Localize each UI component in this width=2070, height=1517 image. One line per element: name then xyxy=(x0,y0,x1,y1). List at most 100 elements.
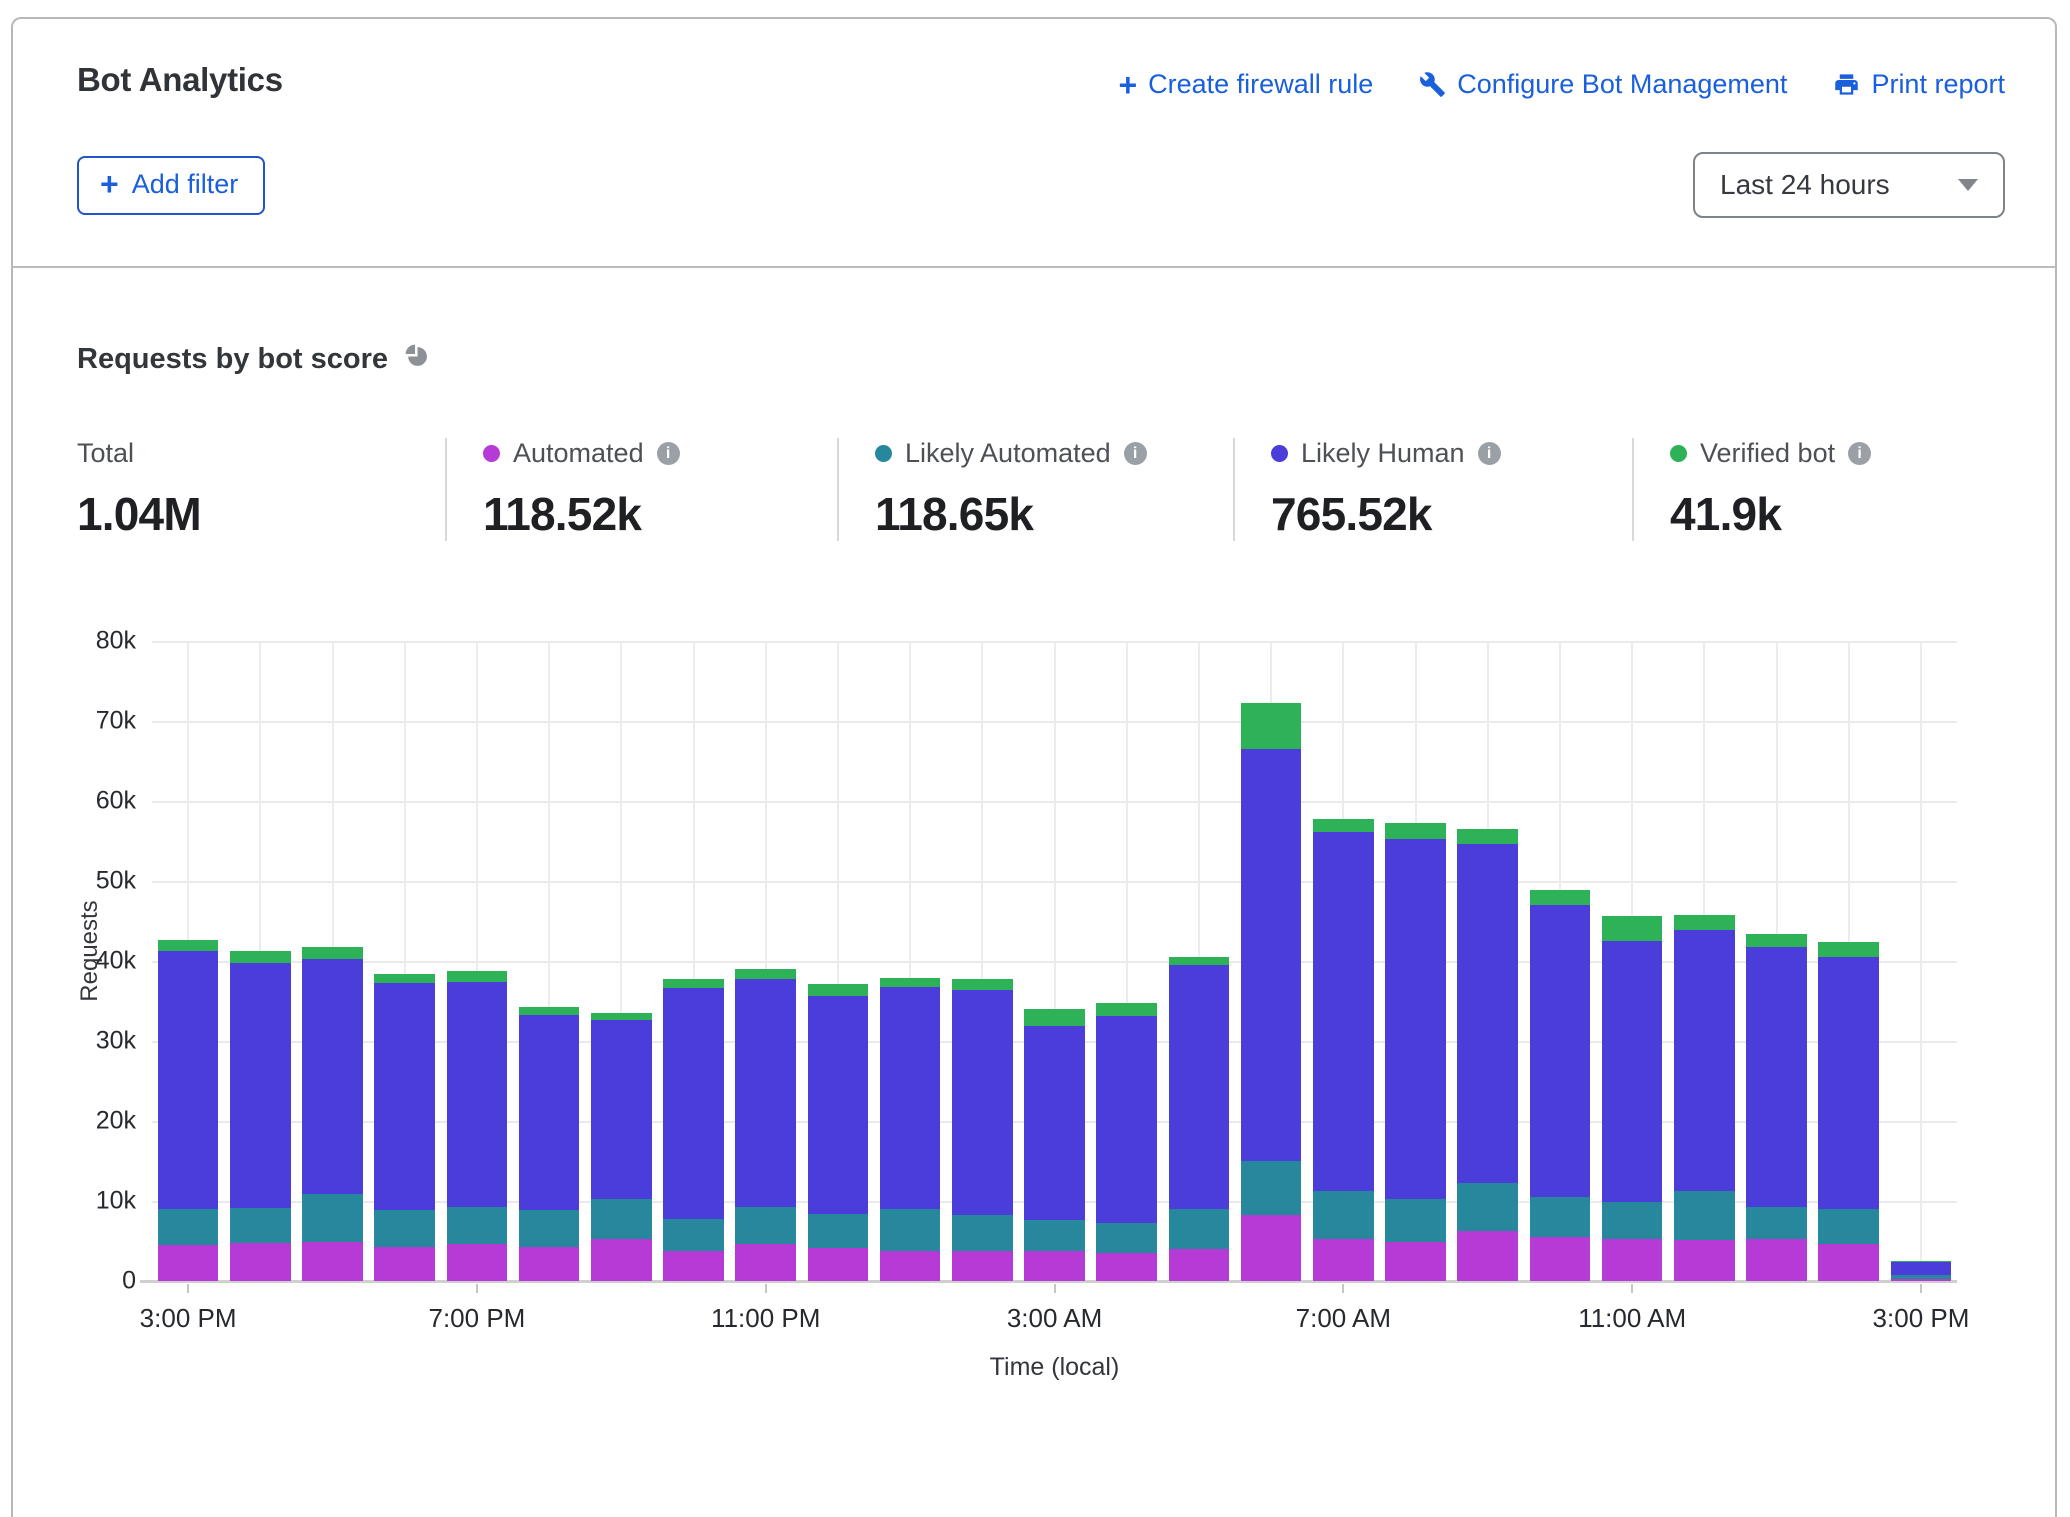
bar-segment-likely-automated xyxy=(447,1207,508,1244)
bar-segment-likely-automated xyxy=(1385,1199,1446,1242)
bar-column xyxy=(1091,641,1163,1281)
stacked-bar xyxy=(1530,890,1591,1281)
bar-segment-verified-bot xyxy=(1096,1003,1157,1017)
stacked-bar xyxy=(1313,819,1374,1281)
stacked-bar xyxy=(1602,916,1663,1281)
x-tick-label: 3:00 PM xyxy=(140,1303,237,1334)
x-tick-label: 11:00 AM xyxy=(1578,1303,1686,1334)
stacked-bar xyxy=(519,1007,580,1281)
bar-segment-verified-bot xyxy=(1674,915,1735,930)
bar-segment-verified-bot xyxy=(591,1013,652,1020)
bar-segment-automated xyxy=(374,1247,435,1281)
x-tick-mark xyxy=(476,1284,478,1293)
card-header: Bot Analytics + Create firewall rule Con… xyxy=(13,19,2055,266)
printer-icon xyxy=(1833,71,1860,98)
bar-segment-likely-automated xyxy=(1530,1197,1591,1237)
bar-segment-automated xyxy=(158,1245,219,1281)
bar-segment-likely-automated xyxy=(1457,1183,1518,1231)
bar-segment-verified-bot xyxy=(1457,829,1518,844)
bar-segment-verified-bot xyxy=(230,951,291,962)
info-icon[interactable]: i xyxy=(1848,442,1871,465)
bar-segment-likely-human xyxy=(1241,749,1302,1161)
bar-segment-likely-human xyxy=(735,979,796,1207)
bar-column xyxy=(1524,641,1596,1281)
bar-segment-likely-human xyxy=(1169,965,1230,1209)
bar-segment-likely-human xyxy=(1674,930,1735,1192)
bar-segment-verified-bot xyxy=(808,984,869,996)
bar-column xyxy=(224,641,296,1281)
add-filter-button[interactable]: + Add filter xyxy=(77,156,265,215)
likely-human-legend-dot xyxy=(1271,445,1288,462)
bar-segment-automated xyxy=(591,1239,652,1281)
bar-column: 3:00 AM xyxy=(1018,641,1090,1281)
header-actions: + Create firewall rule Configure Bot Man… xyxy=(1118,69,2005,100)
bar-segment-likely-automated xyxy=(230,1208,291,1243)
bar-segment-verified-bot xyxy=(158,940,219,951)
time-range-value: Last 24 hours xyxy=(1720,169,1890,201)
bar-column xyxy=(946,641,1018,1281)
print-report-link[interactable]: Print report xyxy=(1833,69,2005,100)
bar-segment-automated xyxy=(1024,1251,1085,1281)
x-tick-mark xyxy=(1054,1284,1056,1293)
bar-segment-verified-bot xyxy=(1818,942,1879,957)
bar-segment-likely-automated xyxy=(1241,1161,1302,1215)
bar-segment-automated xyxy=(1530,1237,1591,1281)
stacked-bar xyxy=(735,969,796,1281)
stacked-bar xyxy=(1024,1009,1085,1281)
stacked-bar xyxy=(808,984,869,1281)
bar-segment-likely-human xyxy=(519,1015,580,1210)
bar-segment-likely-automated xyxy=(952,1215,1013,1251)
bar-segment-likely-human xyxy=(1024,1026,1085,1220)
bar-segment-verified-bot xyxy=(1602,916,1663,941)
bar-column: 11:00 AM xyxy=(1596,641,1668,1281)
stat-value: 41.9k xyxy=(1670,487,1985,541)
bar-segment-automated xyxy=(1457,1231,1518,1281)
stat-value: 118.65k xyxy=(875,487,1213,541)
create-firewall-rule-link[interactable]: + Create firewall rule xyxy=(1118,69,1373,100)
info-icon[interactable]: i xyxy=(1478,442,1501,465)
bar-segment-likely-human xyxy=(1891,1262,1952,1276)
bar-column xyxy=(1740,641,1812,1281)
bar-segment-verified-bot xyxy=(1530,890,1591,905)
bar-column xyxy=(1163,641,1235,1281)
bar-segment-automated xyxy=(1602,1239,1663,1281)
time-range-select[interactable]: Last 24 hours xyxy=(1693,152,2005,218)
bar-segment-verified-bot xyxy=(1385,823,1446,839)
bar-segment-automated xyxy=(1385,1242,1446,1281)
stat-automated: Automated i 118.52k xyxy=(445,438,837,541)
bar-segment-automated xyxy=(1096,1253,1157,1281)
stat-label: Verified bot xyxy=(1700,438,1835,469)
stacked-bar xyxy=(1818,942,1879,1281)
info-icon[interactable]: i xyxy=(657,442,680,465)
pie-chart-icon xyxy=(404,342,429,376)
bar-segment-likely-automated xyxy=(808,1214,869,1248)
stacked-bar xyxy=(663,979,724,1281)
bar-column xyxy=(369,641,441,1281)
info-icon[interactable]: i xyxy=(1124,442,1147,465)
stacked-bar xyxy=(952,979,1013,1281)
bar-segment-likely-human xyxy=(663,988,724,1218)
y-tick-label: 30k xyxy=(96,1027,136,1056)
bar-segment-automated xyxy=(1746,1239,1807,1281)
stat-label: Automated xyxy=(513,438,644,469)
x-tick-mark xyxy=(187,1284,189,1293)
stat-verified-bot: Verified bot i 41.9k xyxy=(1632,438,2005,541)
bar-segment-likely-human xyxy=(1602,941,1663,1202)
stacked-bar xyxy=(1891,1261,1952,1281)
configure-bot-management-link[interactable]: Configure Bot Management xyxy=(1419,69,1787,100)
bar-segment-verified-bot xyxy=(663,979,724,988)
plus-icon: + xyxy=(100,173,119,195)
bar-segment-likely-automated xyxy=(374,1210,435,1247)
x-tick-mark xyxy=(1342,1284,1344,1293)
card-content: Requests by bot score Total 1.04M Automa… xyxy=(13,268,2055,1411)
bar-segment-verified-bot xyxy=(735,969,796,979)
bar-segment-likely-human xyxy=(880,987,941,1209)
stacked-bar xyxy=(1746,934,1807,1281)
bar-column xyxy=(657,641,729,1281)
bar-segment-likely-human xyxy=(1818,957,1879,1209)
bar-column xyxy=(513,641,585,1281)
x-tick-mark xyxy=(1631,1284,1633,1293)
requests-by-bot-score-chart: Requests 010k20k30k40k50k60k70k80k3:00 P… xyxy=(77,641,2005,1411)
bar-segment-likely-human xyxy=(1313,832,1374,1191)
bar-segment-likely-automated xyxy=(880,1209,941,1251)
